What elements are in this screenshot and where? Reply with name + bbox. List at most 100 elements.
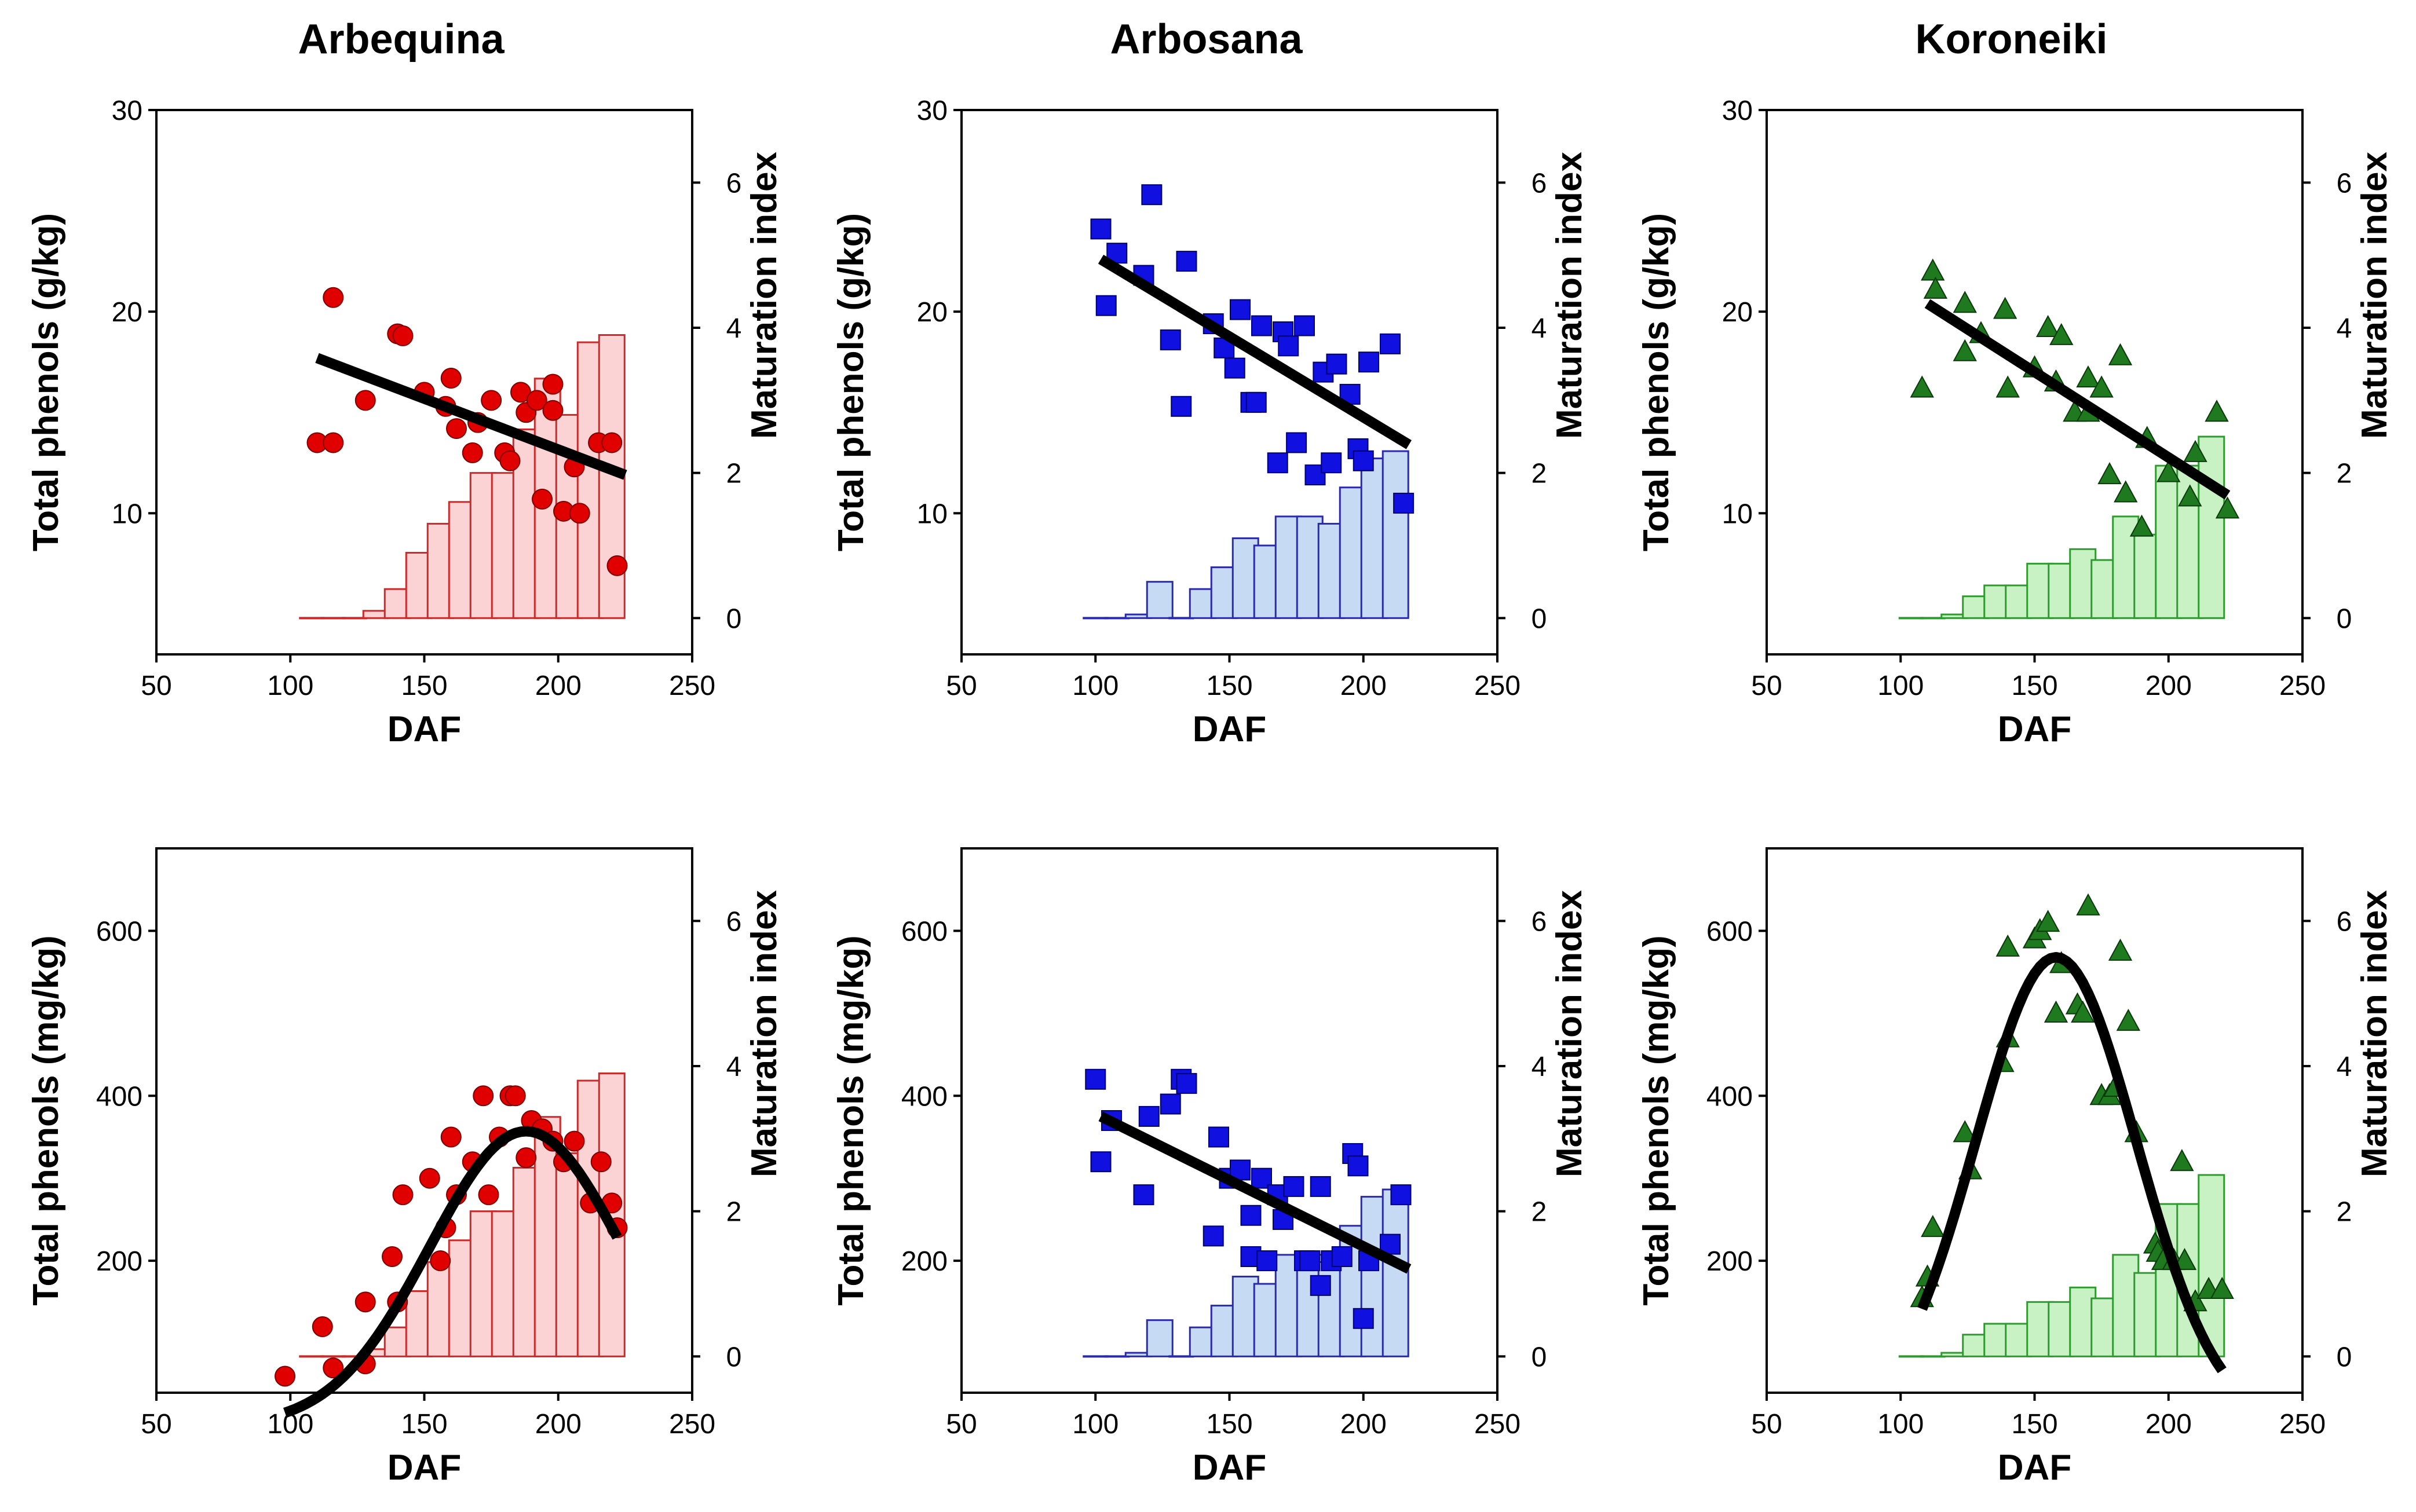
x-tick-label: 250 — [2279, 671, 2326, 701]
data-point — [505, 1085, 526, 1107]
y-axis-label: Total phenols (mg/kg) — [26, 935, 66, 1306]
x-tick-label: 100 — [1072, 1409, 1119, 1440]
data-point — [1208, 1126, 1229, 1148]
data-point — [1090, 218, 1112, 240]
data-point — [1160, 1093, 1181, 1115]
x-tick-label: 250 — [1474, 1409, 1520, 1440]
data-point — [2097, 462, 2122, 485]
chart-title: Arbosana — [1110, 16, 1303, 63]
data-point — [1095, 295, 1117, 316]
y-tick-label: 200 — [1706, 1246, 1753, 1277]
x-tick-label: 50 — [946, 671, 977, 701]
y2-tick-label: 4 — [1532, 1052, 1547, 1082]
y2-tick-label: 2 — [2337, 1197, 2352, 1228]
y2-tick-label: 0 — [2337, 603, 2352, 634]
data-point — [526, 390, 547, 411]
data-point — [1310, 1275, 1331, 1296]
data-point — [1141, 184, 1163, 206]
data-point — [1294, 315, 1315, 336]
x-tick-label: 150 — [401, 671, 447, 701]
chart-title: Arbequina — [298, 16, 505, 63]
maturation-bar — [1381, 1188, 1409, 1357]
data-point — [1326, 353, 1347, 375]
data-point — [542, 400, 564, 421]
x-tick-label: 100 — [1877, 1409, 1924, 1440]
x-tick-label: 200 — [535, 1409, 582, 1440]
y2-tick-label: 2 — [1532, 459, 1547, 489]
data-point — [1224, 357, 1245, 379]
y-tick-label: 200 — [901, 1246, 948, 1277]
data-point — [354, 390, 376, 411]
data-point — [542, 374, 564, 395]
y-tick-label: 10 — [112, 499, 142, 529]
data-point — [1176, 1072, 1197, 1094]
data-point — [1993, 296, 2017, 319]
data-point — [1995, 375, 2020, 398]
data-point — [2108, 343, 2133, 365]
y2-tick-label: 2 — [726, 459, 742, 489]
maturation-bar — [1146, 581, 1174, 619]
x-axis-label: DAF — [1193, 1448, 1266, 1488]
x-tick-label: 150 — [2011, 671, 2057, 701]
x-tick-label: 250 — [2279, 1409, 2326, 1440]
data-point — [1286, 432, 1307, 453]
data-point — [1921, 1215, 1945, 1238]
data-point — [1160, 329, 1181, 350]
data-point — [323, 1357, 344, 1379]
x-tick-label: 100 — [1877, 671, 1924, 701]
data-point — [2157, 460, 2181, 482]
y2-tick-label: 2 — [726, 1197, 742, 1228]
y2-axis-label: Maturation index — [2355, 889, 2395, 1177]
y2-tick-label: 4 — [2337, 313, 2352, 344]
data-point — [1202, 1225, 1224, 1247]
x-tick-label: 150 — [1206, 671, 1252, 701]
maturation-bar — [1381, 450, 1409, 619]
y2-tick-label: 2 — [2337, 459, 2352, 489]
data-point — [1256, 1250, 1278, 1272]
data-point — [1310, 1176, 1331, 1197]
y-axis-label: Total phenols (g/kg) — [831, 213, 871, 551]
data-point — [2178, 484, 2202, 507]
data-point — [590, 1151, 612, 1173]
data-point — [1953, 1120, 1977, 1143]
x-tick-label: 200 — [1340, 671, 1387, 701]
x-tick-label: 200 — [2145, 671, 2192, 701]
x-tick-label: 100 — [267, 1409, 313, 1440]
data-point — [1245, 391, 1267, 413]
x-tick-label: 250 — [1474, 671, 1520, 701]
data-point — [2172, 1248, 2197, 1271]
x-axis-label: DAF — [388, 709, 461, 749]
x-tick-label: 150 — [401, 1409, 447, 1440]
x-tick-label: 100 — [267, 671, 313, 701]
data-point — [1230, 299, 1251, 320]
y2-tick-label: 4 — [726, 1052, 742, 1082]
y2-axis-label: Maturation index — [744, 889, 784, 1177]
data-point — [2183, 440, 2207, 462]
x-axis-label: DAF — [388, 1448, 461, 1488]
y-tick-label: 20 — [112, 297, 142, 328]
y2-tick-label: 6 — [2337, 906, 2352, 937]
data-point — [446, 418, 467, 440]
y2-tick-label: 6 — [726, 168, 742, 199]
x-tick-label: 50 — [946, 1409, 977, 1440]
maturation-bar — [2198, 435, 2225, 619]
y-tick-label: 10 — [1722, 499, 1753, 529]
y2-tick-label: 0 — [726, 603, 742, 634]
data-point — [2044, 1000, 2068, 1023]
y2-axis-label: Maturation index — [2355, 151, 2395, 439]
data-point — [1085, 1068, 1106, 1090]
data-point — [1380, 333, 1401, 354]
fit-curve — [283, 1126, 622, 1418]
x-tick-label: 50 — [1751, 1409, 1782, 1440]
data-point — [1393, 492, 1414, 514]
y-tick-label: 30 — [1722, 96, 1753, 126]
y-tick-label: 20 — [917, 297, 948, 328]
data-point — [1278, 335, 1299, 357]
data-point — [1138, 1105, 1160, 1127]
y-axis-label: Total phenols (mg/kg) — [831, 935, 871, 1306]
data-point — [1910, 375, 1934, 398]
x-tick-label: 50 — [141, 1409, 171, 1440]
y-tick-label: 400 — [96, 1081, 142, 1112]
x-tick-label: 150 — [2011, 1409, 2057, 1440]
